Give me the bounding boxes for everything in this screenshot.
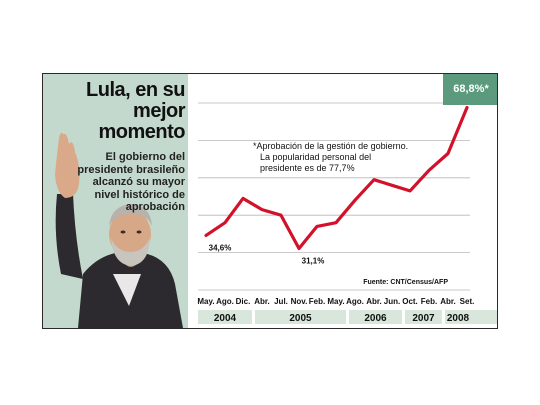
note-line-2: La popularidad personal del bbox=[260, 152, 371, 162]
year-box bbox=[198, 310, 252, 324]
month-label: May. bbox=[197, 297, 214, 306]
year-label: 2005 bbox=[289, 313, 312, 324]
year-label: 2006 bbox=[364, 313, 387, 324]
year-label: 2008 bbox=[447, 313, 470, 324]
data-label: 34,6% bbox=[209, 243, 232, 252]
month-label: Jun. bbox=[384, 297, 400, 306]
note-line-3: presidente es de 77,7% bbox=[260, 163, 355, 173]
month-label: Ago. bbox=[346, 297, 364, 306]
grid-layer bbox=[198, 102, 470, 291]
month-label: Abr. bbox=[254, 297, 270, 306]
month-label: Dic. bbox=[236, 297, 251, 306]
year-label: 2004 bbox=[214, 313, 237, 324]
month-label: Ago. bbox=[216, 297, 234, 306]
month-labels: May. Ago. Dic. Abr. Jul. Nov. Feb. May. Ago. Abr.… bbox=[197, 297, 474, 306]
infographic-frame: Lula, en su mejor momento El gobierno de… bbox=[42, 73, 498, 329]
month-label: Oct. bbox=[402, 297, 418, 306]
year-labels: 2004 2005 2006 2007 2008 bbox=[198, 310, 497, 324]
year-label: 2007 bbox=[412, 313, 435, 324]
source-label: Fuente: CNT/Census/AFP bbox=[363, 279, 448, 286]
axis-strip bbox=[471, 105, 497, 301]
month-label: Set. bbox=[460, 297, 475, 306]
month-label: Jul. bbox=[274, 297, 288, 306]
data-label: 31,1% bbox=[302, 256, 325, 265]
month-label: Feb. bbox=[309, 297, 325, 306]
headline: Lula, en su mejor momento bbox=[86, 79, 185, 143]
approval-line-chart: 2030405060 34,6%31,1%68,8%* *Aprobación … bbox=[197, 74, 497, 324]
label-layer: 34,6% 31,1% 68,8%* bbox=[209, 83, 490, 265]
series-layer bbox=[204, 105, 469, 251]
year-box bbox=[255, 310, 346, 324]
chart-note: *Aprobación de la gestión de gobierno. L… bbox=[253, 141, 408, 173]
year-box bbox=[349, 310, 402, 324]
president-photo bbox=[55, 132, 183, 328]
highlight-layer bbox=[443, 74, 497, 301]
month-label: Feb. bbox=[421, 297, 437, 306]
data-label: 68,8%* bbox=[453, 83, 489, 95]
year-box bbox=[405, 310, 442, 324]
month-label: Nov. bbox=[291, 297, 308, 306]
month-label: Abr. bbox=[366, 297, 382, 306]
month-label: May. bbox=[327, 297, 344, 306]
peak-highlight-box bbox=[443, 74, 497, 105]
subheadline: El gobierno del presidente brasileño alc… bbox=[77, 151, 185, 213]
year-box bbox=[445, 310, 497, 324]
month-label: Abr. bbox=[440, 297, 456, 306]
note-line-1: *Aprobación de la gestión de gobierno. bbox=[253, 141, 408, 151]
